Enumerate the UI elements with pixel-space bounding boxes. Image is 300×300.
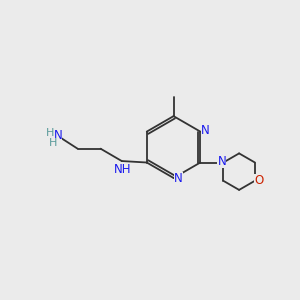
Text: N: N [201, 124, 209, 137]
Text: N: N [53, 129, 62, 142]
Text: N: N [174, 172, 183, 185]
Text: O: O [254, 174, 264, 187]
Text: H: H [46, 128, 54, 138]
Text: NH: NH [114, 163, 131, 176]
Text: H: H [49, 138, 57, 148]
Text: N: N [218, 155, 226, 168]
